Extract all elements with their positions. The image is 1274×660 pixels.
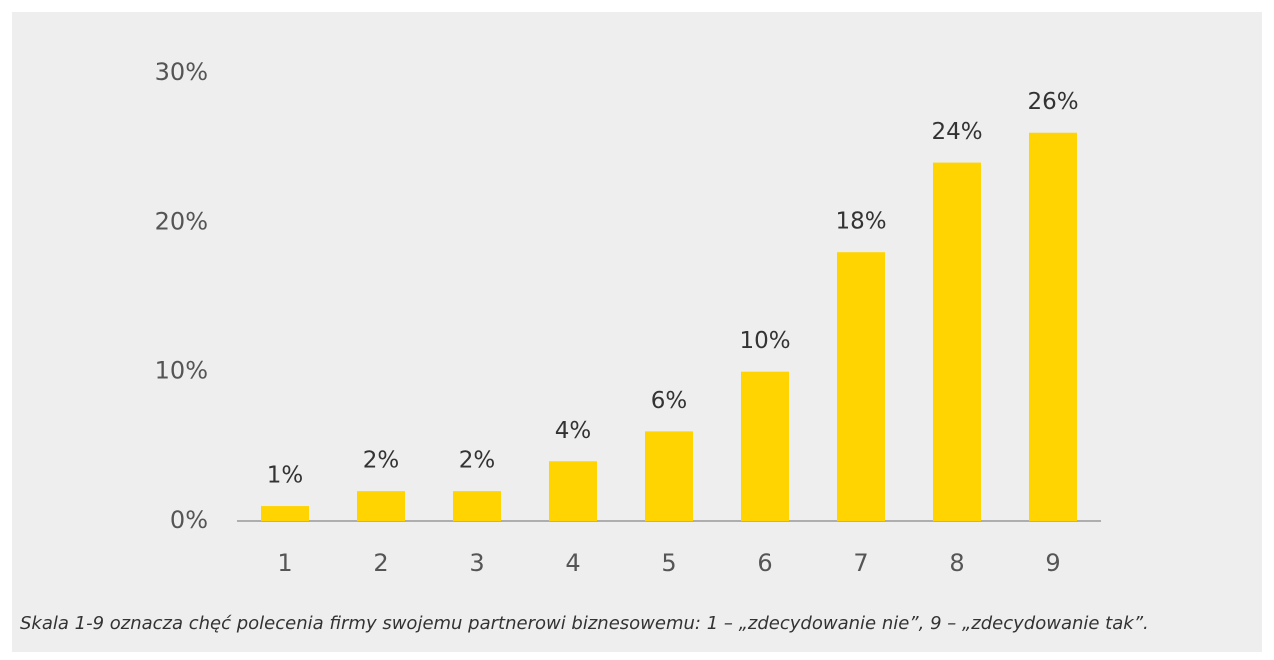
bar: [1029, 132, 1077, 521]
x-tick-label: 2: [373, 549, 388, 577]
x-tick-label: 6: [757, 549, 772, 577]
x-tick-label: 5: [661, 549, 676, 577]
data-label: 2%: [363, 448, 400, 474]
bar: [645, 431, 693, 521]
data-label: 1%: [267, 463, 304, 489]
data-label: 2%: [459, 448, 496, 474]
bar: [933, 162, 981, 521]
bar: [741, 371, 789, 521]
data-label: 24%: [931, 119, 982, 145]
x-tick-label: 1: [277, 549, 292, 577]
data-label: 4%: [555, 418, 592, 444]
data-label: 6%: [651, 388, 688, 414]
x-tick-label: 7: [853, 549, 868, 577]
y-tick-label: 30%: [155, 58, 208, 86]
y-tick-label: 10%: [155, 357, 208, 385]
bar: [837, 252, 885, 521]
data-label: 10%: [739, 328, 790, 354]
x-tick-label: 9: [1045, 549, 1060, 577]
caption: Skala 1-9 oznacza chęć polecenia firmy s…: [20, 613, 1149, 634]
data-label: 26%: [1027, 89, 1078, 115]
data-label: 18%: [835, 209, 886, 235]
bar: [453, 491, 501, 521]
y-tick-label: 20%: [155, 207, 208, 235]
y-tick-label: 0%: [170, 506, 208, 534]
x-tick-label: 4: [565, 549, 580, 577]
bar: [261, 506, 309, 521]
bar: [357, 491, 405, 521]
bar: [549, 461, 597, 521]
x-tick-label: 8: [949, 549, 964, 577]
x-tick-label: 3: [469, 549, 484, 577]
